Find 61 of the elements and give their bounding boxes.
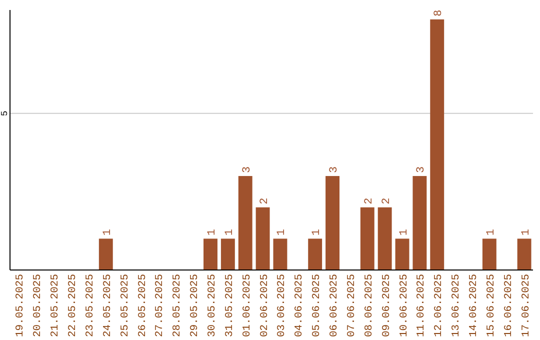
x-tick-label: 16.06.2025 [502, 274, 515, 338]
bar [256, 207, 270, 270]
x-tick-label: 15.06.2025 [485, 274, 498, 338]
x-tick-label: 31.05.2025 [224, 274, 236, 338]
x-tick-label: 20.05.2025 [32, 274, 44, 338]
data-label: 1 [276, 228, 288, 236]
x-tick-label: 24.05.2025 [102, 274, 114, 338]
data-label: 1 [485, 228, 498, 236]
bar [395, 238, 410, 270]
x-tick-label: 22.05.2025 [67, 274, 80, 338]
x-tick-label: 27.05.2025 [154, 274, 166, 338]
x-tick-label: 11.06.2025 [416, 274, 428, 338]
data-label: 1 [206, 228, 218, 236]
bar [98, 238, 113, 270]
bar [308, 238, 322, 270]
data-label: 1 [224, 228, 236, 236]
data-label: 2 [258, 198, 271, 204]
data-label: 8 [433, 10, 446, 16]
x-tick-label: 26.05.2025 [136, 274, 149, 338]
x-tick-label: 01.06.2025 [241, 274, 254, 338]
data-label: 3 [241, 166, 254, 174]
x-tick-label: 30.05.2025 [206, 274, 218, 338]
data-label: 2 [380, 198, 393, 204]
x-tick-label: 14.06.2025 [468, 274, 480, 338]
x-tick-label: 12.06.2025 [433, 274, 446, 338]
bar [360, 207, 374, 270]
data-label: 1 [398, 228, 410, 236]
x-tick-label: 02.06.2025 [258, 274, 271, 338]
x-tick-label: 10.06.2025 [398, 274, 410, 338]
x-tick-label: 05.06.2025 [311, 274, 324, 338]
bar [412, 176, 427, 270]
x-tick-label: 13.06.2025 [450, 274, 463, 338]
data-label: 1 [311, 228, 324, 236]
x-tick-label: 09.06.2025 [380, 274, 393, 338]
x-tick-label: 07.06.2025 [346, 274, 358, 338]
x-tick-label: 19.05.2025 [14, 274, 27, 338]
data-label: 1 [102, 228, 114, 236]
x-tick-label: 17.06.2025 [520, 274, 532, 338]
x-tick-label: 03.06.2025 [276, 274, 288, 338]
bar [238, 176, 252, 270]
x-tick-label: 28.05.2025 [172, 274, 184, 338]
bar [517, 238, 532, 270]
bar [326, 176, 340, 270]
bar [273, 238, 288, 270]
data-label: 3 [328, 166, 341, 174]
data-label: 2 [363, 198, 376, 204]
bar [204, 238, 218, 270]
bar [220, 238, 235, 270]
x-tick-label: 25.05.2025 [119, 274, 132, 338]
data-label: 1 [520, 228, 532, 236]
x-tick-label: 08.06.2025 [363, 274, 376, 338]
y-tick-label: 5 [0, 110, 10, 116]
x-tick-label: 21.05.2025 [50, 274, 62, 338]
x-tick-label: 04.06.2025 [294, 274, 306, 338]
x-tick-label: 06.06.2025 [328, 274, 341, 338]
x-tick-label: 29.05.2025 [189, 274, 202, 338]
data-label: 3 [416, 166, 428, 174]
bar [378, 207, 392, 270]
x-tick-label: 23.05.2025 [84, 274, 96, 338]
bar [430, 19, 444, 270]
bar [482, 238, 496, 270]
